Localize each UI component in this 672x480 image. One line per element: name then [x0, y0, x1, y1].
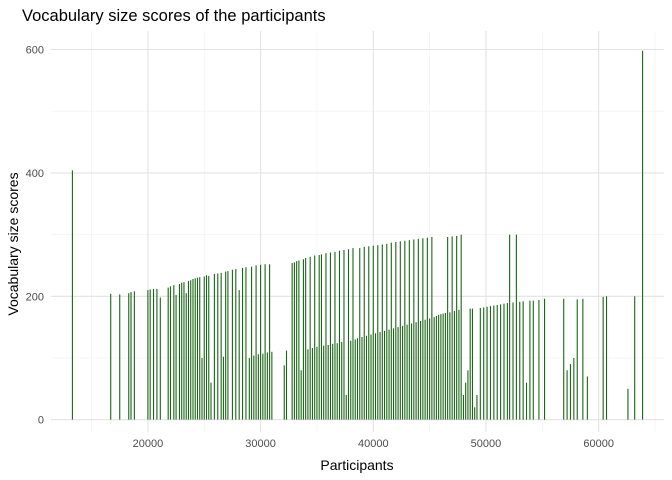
y-axis-title: Vocabulary size scores — [5, 172, 21, 315]
x-axis-title: Participants — [320, 457, 393, 473]
x-tick-label: 20000 — [133, 438, 164, 450]
y-tick-label: 200 — [26, 291, 44, 303]
x-tick-label: 50000 — [471, 438, 502, 450]
chart-title: Vocabulary size scores of the participan… — [22, 7, 326, 25]
tick-labels: 20000 30000 40000 50000 60000 0 200 400 600 — [26, 45, 614, 450]
x-tick-label: 60000 — [583, 438, 614, 450]
y-tick-label: 0 — [38, 415, 44, 427]
bars — [71, 50, 644, 420]
x-tick-label: 30000 — [245, 438, 276, 450]
grid — [51, 31, 664, 432]
x-tick-label: 40000 — [358, 438, 389, 450]
y-tick-label: 600 — [26, 45, 44, 57]
y-tick-label: 400 — [26, 168, 44, 180]
